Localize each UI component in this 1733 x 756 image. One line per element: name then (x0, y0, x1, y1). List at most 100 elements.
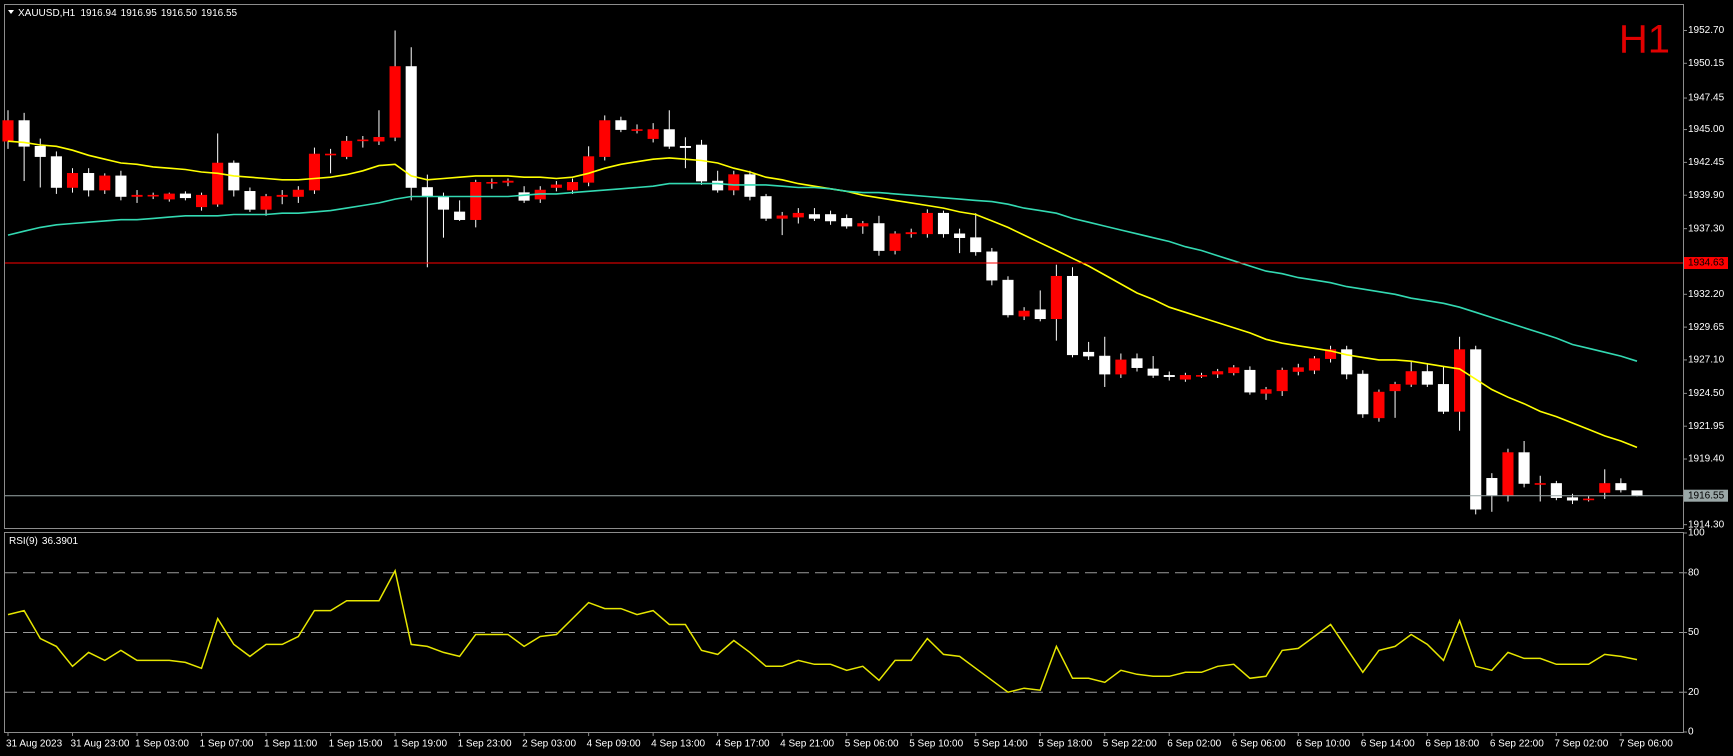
open-label: 1916.94 (81, 8, 118, 19)
high-label: 1916.95 (121, 8, 158, 19)
candle-body (808, 214, 820, 219)
x-tick-label: 1 Sep 11:00 (264, 739, 318, 750)
candle-body (1115, 359, 1127, 375)
rsi-y-tick-label: 80 (1688, 567, 1700, 578)
candle-body (421, 187, 433, 197)
candle-body (954, 233, 966, 238)
rsi-y-tick-label: 100 (1688, 528, 1705, 539)
candle-body (1228, 367, 1240, 374)
x-tick-label: 1 Sep 23:00 (458, 739, 512, 750)
y-tick-label: 1950.15 (1688, 58, 1725, 69)
candle-body (1599, 483, 1611, 493)
candle-body (647, 129, 659, 139)
y-tick-label: 1945.00 (1688, 124, 1725, 135)
candle-body (889, 233, 901, 251)
candle-body (1260, 389, 1272, 394)
close-label: 1916.55 (201, 8, 238, 19)
x-tick-label: 5 Sep 06:00 (845, 739, 899, 750)
candle-body (1292, 367, 1304, 372)
candle-body (1486, 478, 1498, 496)
candle-body (905, 232, 917, 235)
y-tick-label: 1932.20 (1688, 289, 1725, 300)
rsi-line (7, 568, 1638, 694)
timeframe-watermark: H1 (1619, 18, 1670, 62)
candle-body (1454, 349, 1466, 412)
candle-body (1018, 310, 1030, 317)
candle-body (66, 173, 79, 188)
candle-body (728, 174, 740, 191)
candle-body (2, 120, 14, 142)
price-label-box (1684, 489, 1728, 502)
candle-body (83, 173, 95, 191)
candle-body (147, 194, 159, 197)
candle-body (1195, 375, 1208, 377)
candle-body (1534, 483, 1546, 485)
candle-body (1631, 490, 1643, 496)
candle-body (663, 129, 675, 147)
candle-body (518, 192, 530, 201)
candle-body (695, 144, 708, 182)
candle-body (841, 218, 853, 227)
x-tick-label: 4 Sep 09:00 (587, 739, 641, 750)
candle-body (857, 223, 869, 227)
candle-body (825, 214, 837, 222)
candle-body (1405, 371, 1417, 385)
candle-body (921, 212, 933, 235)
candle-body (502, 180, 514, 183)
candle-body (615, 120, 627, 130)
candle-body (873, 223, 885, 251)
candle-body (1002, 279, 1014, 316)
candle-body (115, 175, 127, 197)
y-tick-label: 1947.45 (1688, 93, 1725, 104)
candle-body (712, 180, 724, 191)
candle-body (1066, 275, 1079, 356)
x-tick-label: 6 Sep 02:00 (1167, 739, 1221, 750)
candle-body (357, 139, 369, 142)
y-tick-label: 1924.50 (1688, 388, 1725, 399)
candle-body (50, 156, 62, 188)
candle-body (1050, 275, 1062, 320)
candle-body (1470, 349, 1482, 510)
y-tick-label: 1921.95 (1688, 421, 1725, 432)
y-tick-label: 1952.70 (1688, 25, 1725, 36)
x-tick-label: 1 Sep 07:00 (200, 739, 254, 750)
candle-body (1147, 368, 1159, 376)
candle-body (454, 211, 466, 220)
rsi-y-tick-label: 0 (1688, 727, 1694, 738)
candle-body (1276, 369, 1288, 392)
candle-body (1615, 483, 1627, 491)
candle-body (1212, 371, 1224, 375)
candle-body (1357, 373, 1369, 415)
x-tick-label: 1 Sep 19:00 (393, 739, 447, 750)
x-tick-label: 5 Sep 14:00 (974, 739, 1028, 750)
candle-body (325, 153, 337, 156)
candle-body (1034, 309, 1046, 320)
y-tick-label: 1927.10 (1688, 355, 1725, 366)
y-tick-label: 1929.65 (1688, 322, 1725, 333)
candle-body (679, 146, 691, 148)
y-tick-label: 1919.40 (1688, 454, 1725, 465)
price-label: 1916.55 (1688, 490, 1725, 501)
x-tick-label: 5 Sep 18:00 (1038, 739, 1092, 750)
candle-body (99, 175, 111, 191)
x-tick-label: 6 Sep 14:00 (1361, 739, 1415, 750)
rsi-y-tick-label: 50 (1688, 627, 1700, 638)
candle-body (179, 193, 191, 199)
candle-body (1583, 498, 1595, 501)
candle-body (776, 215, 788, 219)
candle-body (1566, 497, 1579, 501)
candle-body (1083, 351, 1095, 357)
moving-average (7, 182, 1638, 362)
candle-body (341, 140, 353, 157)
candle-body (1341, 349, 1353, 375)
x-tick-label: 7 Sep 02:00 (1554, 739, 1608, 750)
x-tick-label: 4 Sep 13:00 (651, 739, 705, 750)
candle-body (486, 182, 498, 184)
x-tick-label: 1 Sep 15:00 (329, 739, 383, 750)
candle-body (212, 162, 224, 205)
candle-body (1163, 375, 1175, 377)
x-tick-label: 31 Aug 23:00 (71, 739, 130, 750)
candle-body (1502, 452, 1514, 496)
